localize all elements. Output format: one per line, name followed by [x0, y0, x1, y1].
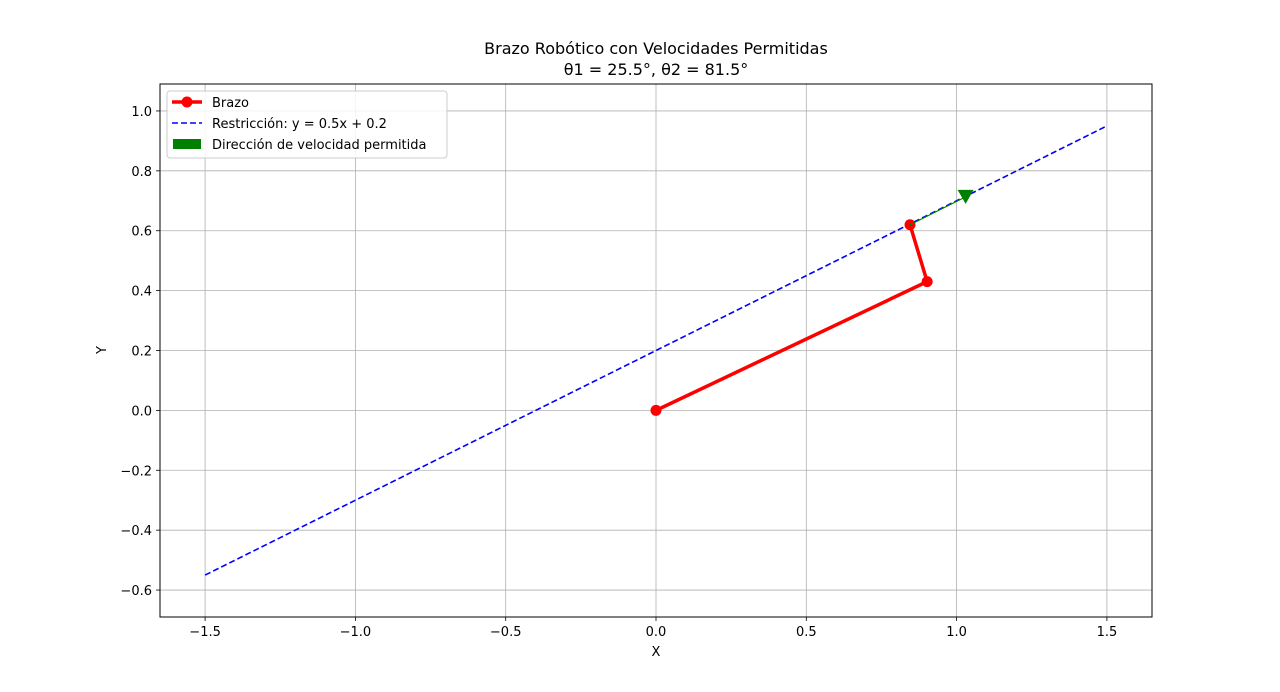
x-tick-label: 0.0	[646, 625, 667, 640]
y-tick-label: 0.8	[131, 165, 152, 180]
legend-label-direccion: Dirección de velocidad permitida	[212, 138, 426, 153]
x-axis-label: X	[652, 645, 661, 660]
x-tick-label: 0.5	[796, 625, 817, 640]
y-tick-label: 0.4	[131, 285, 152, 300]
y-tick-label: −0.6	[120, 584, 152, 599]
plot-area	[204, 125, 1108, 576]
y-tick-label: 0.6	[131, 225, 152, 240]
chart-title: Brazo Robótico con Velocidades Permitida…	[484, 39, 828, 58]
x-tick-label: −1.5	[189, 625, 221, 640]
x-tick-label: 1.5	[1097, 625, 1118, 640]
legend-swatch-direccion	[173, 139, 201, 149]
x-tick-label: 1.0	[946, 625, 967, 640]
y-tick-label: 0.0	[131, 404, 152, 419]
chart-subtitle: θ1 = 25.5°, θ2 = 81.5°	[564, 60, 749, 79]
x-tick-label: −0.5	[490, 625, 522, 640]
legend-label-restriccion: Restricción: y = 0.5x + 0.2	[212, 117, 387, 132]
legend-box	[166, 90, 448, 159]
arm-joint-marker	[921, 276, 933, 288]
y-tick-label: 0.2	[131, 345, 152, 360]
legend: Brazo Restricción: y = 0.5x + 0.2 Direcc…	[166, 90, 448, 159]
y-tick-label: −0.2	[120, 464, 152, 479]
y-tick-label: −0.4	[120, 524, 152, 539]
x-tick-label: −1.0	[340, 625, 372, 640]
y-axis-label: Y	[95, 346, 110, 355]
axis-ticks: −1.5 −1.0 −0.5 0.0 0.5 1.0 1.5 −0.6 −0.4 −0.2 0.0 0…	[120, 105, 1117, 640]
arm-joint-marker	[650, 404, 662, 416]
velocity-arrow-shaft	[909, 196, 966, 226]
velocity-arrow-head	[957, 189, 974, 204]
grid	[160, 84, 1152, 617]
arm-line	[655, 224, 929, 412]
y-tick-label: 1.0	[131, 105, 152, 120]
legend-label-brazo: Brazo	[212, 96, 249, 111]
legend-marker-brazo	[181, 96, 193, 108]
